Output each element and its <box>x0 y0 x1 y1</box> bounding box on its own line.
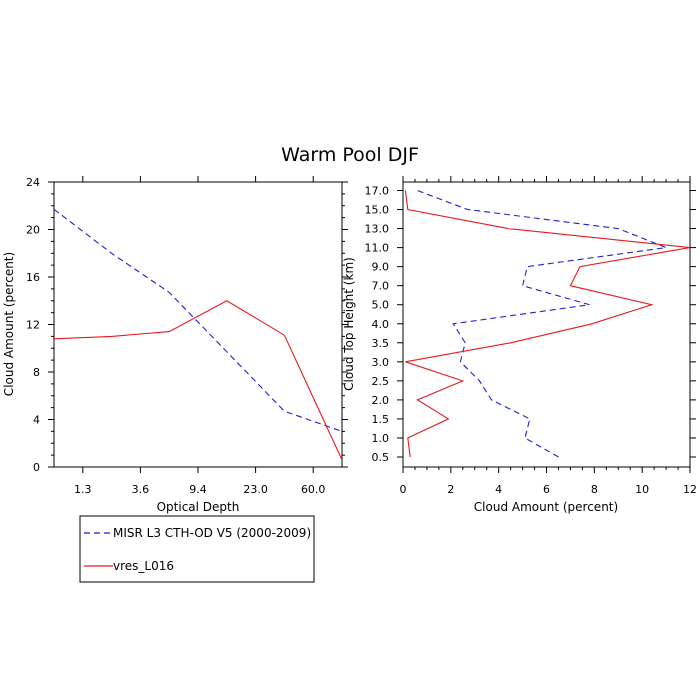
left-x-tick-label: 9.4 <box>189 483 207 496</box>
right-y-tick-label: 3.0 <box>372 356 390 369</box>
right-y-tick-label: 17.0 <box>365 185 390 198</box>
right-y-tick-label: 2.5 <box>372 375 390 388</box>
right-plot-frame <box>402 181 691 468</box>
left-y-axis: 0 4 8 12 16 20 24 <box>26 176 348 474</box>
right-y-tick-label: 2.0 <box>372 394 390 407</box>
left-plot-frame <box>53 181 343 468</box>
left-y-axis-label: Cloud Amount (percent) <box>2 252 16 396</box>
left-x-axis-label: Optical Depth <box>157 500 240 514</box>
right-x-axis: 0 2 4 6 8 10 12 <box>400 176 697 496</box>
left-x-tick-label: 60.0 <box>301 483 326 496</box>
right-y-tick-label: 1.0 <box>372 432 390 445</box>
left-series-model-line <box>53 300 343 461</box>
right-x-tick-label: 6 <box>543 483 550 496</box>
right-y-tick-label: 13.0 <box>365 223 390 236</box>
right-series <box>404 189 691 458</box>
right-y-tick-label: 3.5 <box>372 337 390 350</box>
left-y-tick-label: 20 <box>26 224 40 237</box>
right-y-axis-label: Cloud Top Height (km) <box>342 257 356 391</box>
left-y-tick-label: 16 <box>26 271 40 284</box>
left-y-tick-label: 12 <box>26 319 40 332</box>
left-y-tick-label: 24 <box>26 176 40 189</box>
right-x-tick-label: 8 <box>591 483 598 496</box>
left-y-tick-label: 4 <box>33 414 40 427</box>
left-x-tick-label: 23.0 <box>243 483 268 496</box>
legend-box <box>79 515 315 583</box>
left-x-tick-label: 3.6 <box>132 483 150 496</box>
left-x-axis: 1.3 3.6 9.4 23.0 60.0 <box>74 176 325 496</box>
right-chart: 0.5 1.0 1.5 2.0 2.5 3.0 3.5 4.0 5.0 7.0 9.0 11.0 13.… <box>342 176 697 514</box>
left-y-tick-label: 0 <box>33 461 40 474</box>
legend-label-obs: MISR L3 CTH-OD V5 (2000-2009) <box>113 526 311 540</box>
right-x-tick-label: 2 <box>447 483 454 496</box>
left-series <box>53 208 343 461</box>
right-y-tick-label: 5.0 <box>372 299 390 312</box>
right-series-obs-line <box>417 189 669 458</box>
right-y-tick-label: 4.0 <box>372 318 390 331</box>
legend: MISR L3 CTH-OD V5 (2000-2009) vres_L016 <box>79 515 315 583</box>
right-y-tick-label: 7.0 <box>372 280 390 293</box>
right-x-axis-label: Cloud Amount (percent) <box>474 500 618 514</box>
figure-title: Warm Pool DJF <box>281 144 419 166</box>
right-y-tick-label: 0.5 <box>372 451 390 464</box>
legend-label-model: vres_L016 <box>113 559 174 573</box>
right-series-model-line <box>404 190 691 458</box>
right-y-axis: 0.5 1.0 1.5 2.0 2.5 3.0 3.5 4.0 5.0 7.0 9.0 11.0 13.… <box>365 185 696 464</box>
right-y-tick-label: 9.0 <box>372 261 390 274</box>
right-x-tick-label: 10 <box>635 483 649 496</box>
right-x-tick-label: 4 <box>495 483 502 496</box>
left-series-obs-line <box>53 208 343 432</box>
right-x-tick-label: 12 <box>683 483 697 496</box>
right-x-tick-label: 0 <box>400 483 407 496</box>
right-y-tick-label: 15.0 <box>365 204 390 217</box>
left-chart: 0 4 8 12 16 20 24 1.3 3.6 9.4 23.0 60.0 Optical De… <box>2 176 348 514</box>
left-y-tick-label: 8 <box>33 366 40 379</box>
right-y-tick-label: 1.5 <box>372 413 390 426</box>
right-y-tick-label: 11.0 <box>365 242 390 255</box>
left-x-tick-label: 1.3 <box>74 483 92 496</box>
